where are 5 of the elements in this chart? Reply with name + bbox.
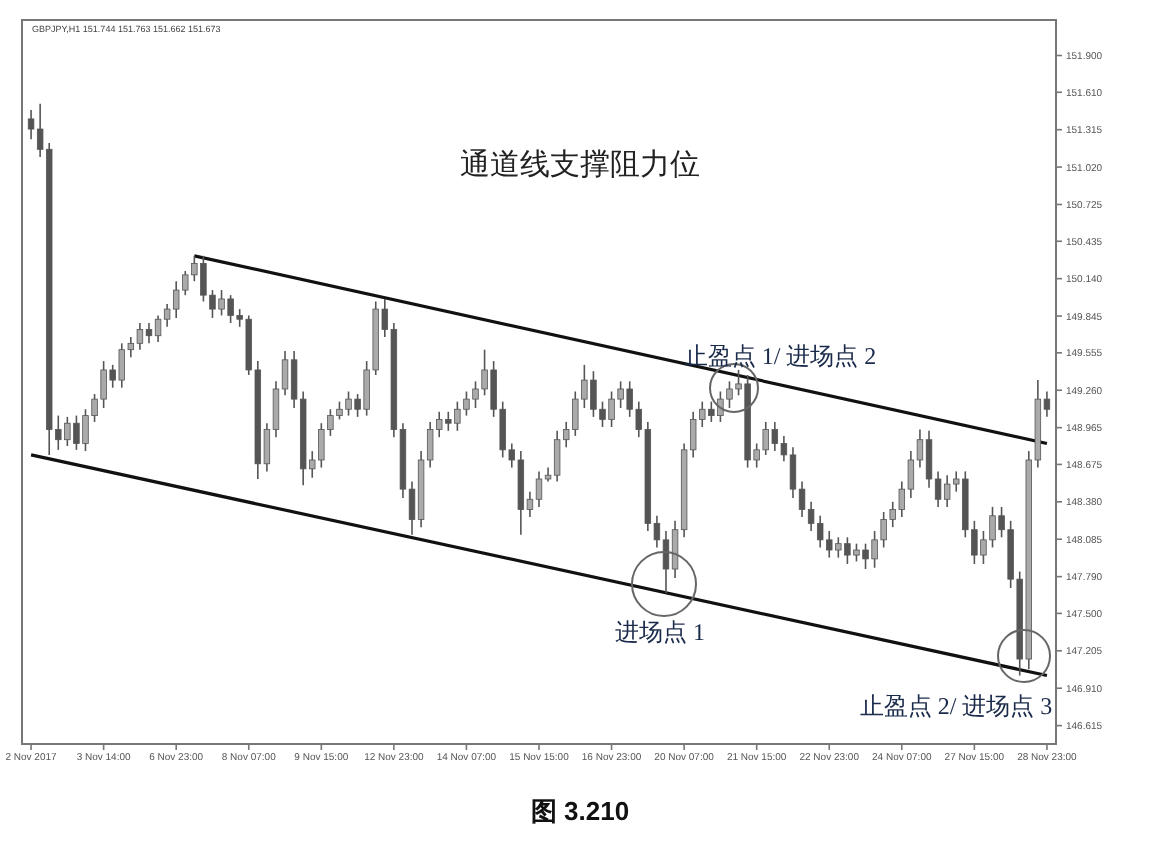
annotation: 止盈点 1/ 进场点 2: [683, 342, 877, 370]
text: 通道线支撑阻力位: [460, 148, 700, 182]
annotation: 进场点 1: [615, 618, 705, 646]
annotation: 止盈点 2/ 进场点 3: [859, 692, 1053, 720]
caption: 图 3.210: [530, 796, 630, 826]
